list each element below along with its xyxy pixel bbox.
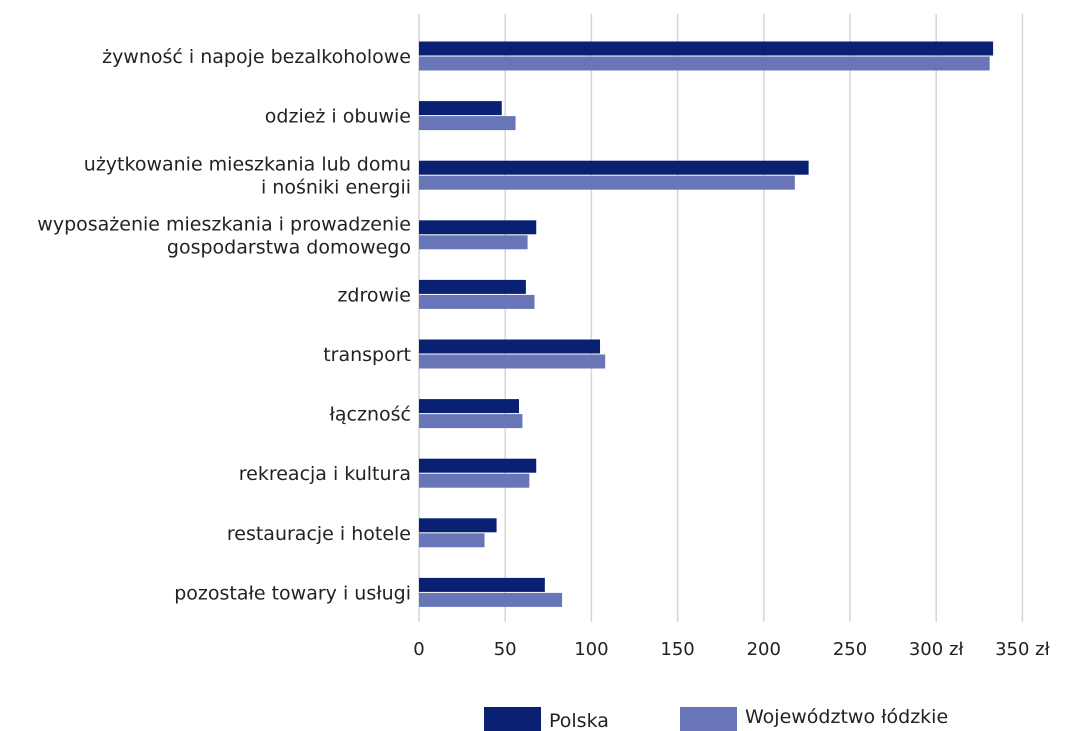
- bar-wojewodztwo-8: [419, 533, 485, 547]
- category-label: i nośniki energii: [261, 177, 411, 199]
- bar-wojewodztwo-2: [419, 176, 795, 190]
- legend-swatch-polska: [484, 707, 541, 731]
- category-label: pozostałe towary i usługi: [174, 582, 411, 604]
- bar-polska-3: [419, 220, 536, 234]
- bar-wojewodztwo-6: [419, 414, 522, 428]
- legend-label-polska: Polska: [549, 710, 609, 731]
- bar-polska-8: [419, 518, 497, 532]
- tick-label-0: 0: [413, 639, 424, 660]
- tick-label-300: 300 zł: [909, 639, 965, 660]
- category-label: żywność i napoje bezalkoholowe: [102, 46, 411, 68]
- bar-wojewodztwo-0: [419, 57, 990, 71]
- bar-wojewodztwo-9: [419, 593, 562, 607]
- category-label: transport: [323, 344, 411, 366]
- legend-label-wojewodztwo: Województwo łódzkie: [745, 706, 948, 728]
- grid-layer: [419, 14, 1022, 622]
- bar-wojewodztwo-3: [419, 235, 528, 249]
- bar-wojewodztwo-4: [419, 295, 535, 309]
- category-label: zdrowie: [337, 284, 411, 306]
- bar-polska-0: [419, 42, 993, 56]
- bar-polska-2: [419, 161, 809, 175]
- bar-polska-9: [419, 578, 545, 592]
- tick-label-200: 200: [747, 639, 781, 660]
- category-label: gospodarstwa domowego: [167, 236, 411, 258]
- bar-polska-7: [419, 459, 536, 473]
- bar-polska-5: [419, 340, 600, 354]
- category-label: wyposażenie mieszkania i prowadzenie: [37, 213, 411, 235]
- legend-swatch-wojewodztwo: [680, 707, 737, 731]
- bar-wojewodztwo-7: [419, 474, 529, 488]
- x-axis-tick-labels: 0 50 100 150 200 250 300 zł 350 zł: [413, 639, 1050, 660]
- category-label: rekreacja i kultura: [239, 463, 411, 485]
- bar-wojewodztwo-5: [419, 355, 605, 369]
- tick-label-350: 350 zł: [995, 639, 1051, 660]
- bar-wojewodztwo-1: [419, 116, 516, 130]
- legend: Polska Województwo łódzkie: [484, 706, 948, 731]
- tick-label-50: 50: [494, 639, 517, 660]
- category-label: łączność: [330, 404, 411, 426]
- bar-polska-1: [419, 101, 502, 115]
- bar-polska-6: [419, 399, 519, 413]
- category-label: użytkowanie mieszkania lub domu: [84, 154, 411, 176]
- category-labels: żywność i napoje bezalkoholowe odzież i o…: [37, 46, 411, 604]
- tick-label-150: 150: [660, 639, 694, 660]
- category-label: restauracje i hotele: [227, 523, 411, 545]
- category-label: odzież i obuwie: [265, 106, 411, 128]
- bar-polska-4: [419, 280, 526, 294]
- tick-label-250: 250: [833, 639, 867, 660]
- tick-label-100: 100: [574, 639, 608, 660]
